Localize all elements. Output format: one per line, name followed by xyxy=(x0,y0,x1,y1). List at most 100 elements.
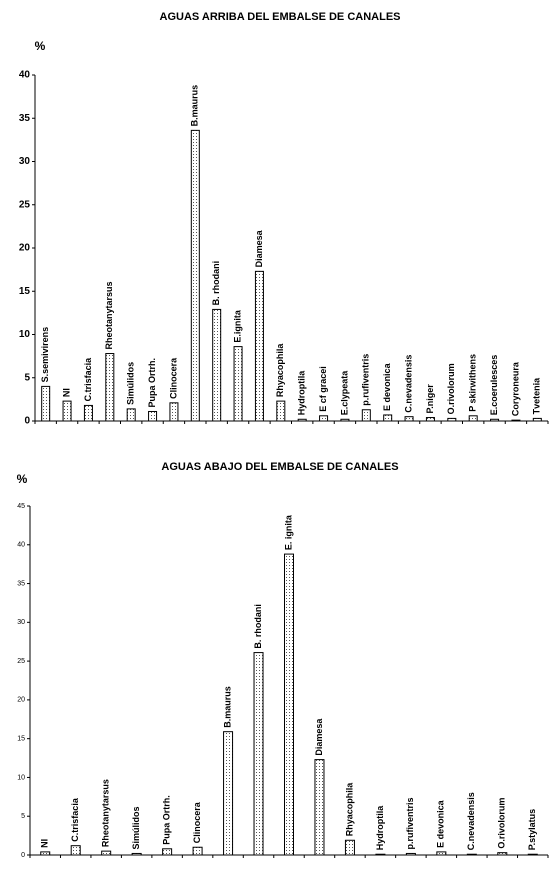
bar xyxy=(131,852,142,856)
bar-label: S.semivirens xyxy=(40,327,50,383)
y-tick-label: 0 xyxy=(21,852,25,859)
bar xyxy=(319,415,329,422)
bar-label: NI xyxy=(61,388,71,397)
bar-label: Clinocera xyxy=(192,801,202,843)
y-axis-label: % xyxy=(17,472,28,486)
bar-label: C.trisfacia xyxy=(83,357,93,402)
y-tick-label: 5 xyxy=(21,813,25,820)
bar-label: Pupa Ortrh. xyxy=(161,795,171,845)
bar xyxy=(497,852,508,856)
bar-label: E. ignita xyxy=(283,514,293,550)
y-axis-label: % xyxy=(35,39,46,53)
bar xyxy=(511,419,521,422)
bar xyxy=(314,759,325,856)
bar xyxy=(375,853,386,856)
bar-label: B.maurus xyxy=(190,85,200,127)
y-tick-label: 40 xyxy=(17,542,25,549)
bar-label: O.rivolorum xyxy=(497,798,507,849)
bar xyxy=(83,404,93,422)
bar-label: Diamesa xyxy=(254,229,264,267)
bar-label: Rhyacophila xyxy=(344,782,354,837)
y-tick-label: 10 xyxy=(17,774,25,781)
bar xyxy=(447,417,457,422)
bar-label: E cf gracei xyxy=(318,366,328,412)
bar-label: P.niger xyxy=(425,384,435,414)
bar xyxy=(532,417,542,422)
bar-label: E.coerulesces xyxy=(489,355,499,416)
bar xyxy=(340,418,350,422)
bar-label: Diamesa xyxy=(314,718,324,756)
bar-label: C.trisfacia xyxy=(70,797,80,842)
bar-label: Rheotanytarsus xyxy=(101,779,111,847)
bar-label: Simúlidos xyxy=(131,806,141,849)
y-tick-label: 30 xyxy=(17,619,25,626)
y-tick-label: 35 xyxy=(17,580,25,587)
bar xyxy=(276,400,286,422)
bar xyxy=(383,414,393,422)
bar xyxy=(169,402,179,422)
bar-label: E.ignita xyxy=(232,309,242,342)
bar xyxy=(41,385,51,422)
bar xyxy=(425,417,435,422)
bar xyxy=(490,418,500,422)
bar xyxy=(192,846,203,856)
bar-label: E devonica xyxy=(436,799,446,848)
bar xyxy=(40,851,51,856)
bar xyxy=(284,553,294,856)
bar xyxy=(148,410,158,422)
bar-label: P skirwithens xyxy=(468,354,478,412)
y-tick-label: 20 xyxy=(19,243,31,254)
y-tick-label: 45 xyxy=(17,503,25,510)
y-tick-label: 25 xyxy=(19,199,31,210)
bar xyxy=(212,308,222,422)
y-tick-label: 30 xyxy=(19,156,31,167)
bar-label: Rhyacophila xyxy=(275,343,285,398)
bar-label: p.rufiventris xyxy=(405,797,415,849)
y-tick-label: 40 xyxy=(19,70,31,81)
chart-title: AGUAS ABAJO DEL EMBALSE DE CANALES xyxy=(161,461,398,473)
bar-label: NI xyxy=(40,839,50,848)
bar-label: B.maurus xyxy=(222,686,232,728)
y-tick-label: 10 xyxy=(19,329,31,340)
bar xyxy=(254,270,264,422)
bar xyxy=(466,853,477,856)
bar-label: B. rhodani xyxy=(253,604,263,649)
bar xyxy=(126,408,136,422)
bar xyxy=(404,416,414,422)
bar-label: P.stylatus xyxy=(527,809,537,850)
y-tick-label: 5 xyxy=(24,372,30,383)
bar-label: Simúlidos xyxy=(126,362,136,405)
bar xyxy=(527,853,538,856)
bar-label: Clinocera xyxy=(168,357,178,399)
bar-label: E devonica xyxy=(382,362,392,411)
bar-label: Hydroptila xyxy=(375,805,385,850)
bar-label: p.rufiventris xyxy=(361,354,371,406)
bar xyxy=(105,353,115,422)
bar xyxy=(405,852,416,856)
bar xyxy=(253,652,264,856)
y-tick-label: 35 xyxy=(19,113,31,124)
bar-label: Tvetenia xyxy=(532,377,542,415)
bar-label: Pupa Ortrh. xyxy=(147,358,157,408)
bar xyxy=(436,851,447,856)
bar xyxy=(344,839,355,856)
bar-label: Hydroptila xyxy=(297,370,307,415)
bar-label: B. rhodani xyxy=(211,261,221,306)
bar-label: Coryroneura xyxy=(510,361,520,416)
y-tick-label: 15 xyxy=(17,736,25,743)
bar xyxy=(70,845,81,856)
bar xyxy=(62,400,72,422)
y-tick-label: 25 xyxy=(17,658,25,665)
bar xyxy=(361,409,371,422)
bar-label: C.nevadensis xyxy=(466,792,476,850)
bar xyxy=(468,415,478,422)
bar-label: O.rivolorum xyxy=(446,363,456,414)
y-tick-label: 15 xyxy=(19,286,31,297)
y-tick-label: 0 xyxy=(24,416,30,427)
chart-title: AGUAS ARRIBA DEL EMBALSE DE CANALES xyxy=(160,11,401,23)
bar-label: Rheotanytarsus xyxy=(104,281,114,349)
bar xyxy=(162,848,173,856)
bar xyxy=(233,346,243,422)
bar-label: C.nevadensis xyxy=(403,355,413,413)
